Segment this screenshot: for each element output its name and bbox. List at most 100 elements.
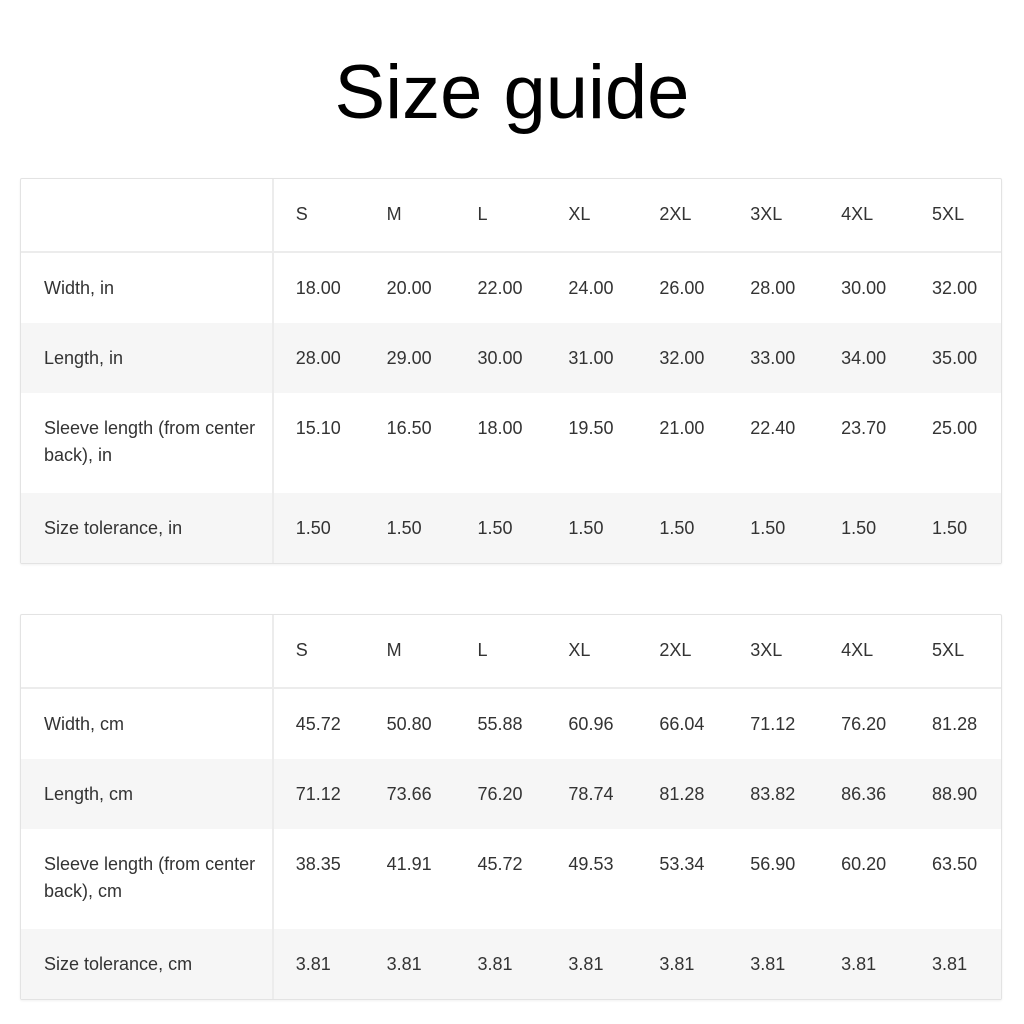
table-cell: 20.00 bbox=[386, 278, 432, 298]
table-cell: 21.00 bbox=[659, 418, 705, 438]
table-row: Size tolerance, in 1.50 1.50 1.50 1.50 1.50 1.… bbox=[21, 493, 1001, 563]
table-cell: 1.50 bbox=[295, 518, 331, 538]
table-cell: 15.10 bbox=[295, 418, 341, 438]
table-cell: 1.50 bbox=[659, 518, 695, 538]
size-header: M bbox=[386, 640, 402, 660]
table-cell: 1.50 bbox=[568, 518, 604, 538]
table-row: Width, in 18.00 20.00 22.00 24.00 26.00 28.00 3… bbox=[21, 253, 1001, 323]
table-row: Sleeve length (from center back), cm 38.3… bbox=[21, 829, 1001, 929]
size-header: 4XL bbox=[841, 204, 874, 224]
table-cell: 53.34 bbox=[659, 854, 705, 874]
table-cell: 49.53 bbox=[568, 854, 614, 874]
size-header: M bbox=[386, 204, 402, 224]
size-header: 5XL bbox=[932, 204, 965, 224]
table-cell: 1.50 bbox=[932, 518, 968, 538]
table-row: Length, cm 71.12 73.66 76.20 78.74 81.28 83.82… bbox=[21, 759, 1001, 829]
table-cell: 34.00 bbox=[841, 348, 887, 368]
size-header: 4XL bbox=[841, 640, 874, 660]
table-cell: 33.00 bbox=[750, 348, 796, 368]
table-cell: 1.50 bbox=[386, 518, 422, 538]
row-label: Size tolerance, in bbox=[21, 493, 274, 563]
size-header: 2XL bbox=[659, 640, 692, 660]
table-cell: 88.90 bbox=[932, 784, 978, 804]
table-cell: 25.00 bbox=[932, 418, 978, 438]
size-header: 3XL bbox=[750, 640, 783, 660]
table-cell: 55.88 bbox=[477, 714, 523, 734]
table-cell: 3.81 bbox=[659, 954, 695, 974]
table-cell: 28.00 bbox=[750, 278, 796, 298]
table-cell: 1.50 bbox=[841, 518, 877, 538]
table-cell: 45.72 bbox=[477, 854, 523, 874]
table-cell: 81.28 bbox=[932, 714, 978, 734]
table-cell: 30.00 bbox=[477, 348, 523, 368]
row-label: Width, cm bbox=[21, 689, 274, 759]
table-row: Size tolerance, cm 3.81 3.81 3.81 3.81 3.81 3.… bbox=[21, 929, 1001, 999]
header-corner-cell bbox=[21, 615, 274, 687]
table-cell: 38.35 bbox=[295, 854, 341, 874]
table-row: Length, in 28.00 29.00 30.00 31.00 32.00 33.00… bbox=[21, 323, 1001, 393]
table-cell: 1.50 bbox=[750, 518, 786, 538]
table-cell: 83.82 bbox=[750, 784, 796, 804]
table-cell: 45.72 bbox=[295, 714, 341, 734]
table-cell: 18.00 bbox=[295, 278, 341, 298]
table-cell: 66.04 bbox=[659, 714, 705, 734]
table-cell: 3.81 bbox=[386, 954, 422, 974]
table-cell: 3.81 bbox=[750, 954, 786, 974]
table-cell: 28.00 bbox=[295, 348, 341, 368]
table-cell: 63.50 bbox=[932, 854, 978, 874]
table-cell: 22.40 bbox=[750, 418, 796, 438]
size-header: 2XL bbox=[659, 204, 692, 224]
size-header: S bbox=[295, 204, 308, 224]
row-label: Sleeve length (from center back), cm bbox=[21, 829, 274, 929]
table-cell: 35.00 bbox=[932, 348, 978, 368]
table-cell: 3.81 bbox=[477, 954, 513, 974]
table-cell: 76.20 bbox=[841, 714, 887, 734]
table-cell: 3.81 bbox=[841, 954, 877, 974]
table-cell: 31.00 bbox=[568, 348, 614, 368]
page-title: Size guide bbox=[334, 50, 690, 135]
table-cell: 16.50 bbox=[386, 418, 432, 438]
row-label: Length, in bbox=[21, 323, 274, 393]
table-cell: 3.81 bbox=[932, 954, 968, 974]
table-cell: 3.81 bbox=[568, 954, 604, 974]
table-cell: 19.50 bbox=[568, 418, 614, 438]
table-cell: 71.12 bbox=[295, 784, 341, 804]
size-header: S bbox=[295, 640, 308, 660]
table-row: Sleeve length (from center back), in 15.1… bbox=[21, 393, 1001, 493]
table-cell: 73.66 bbox=[386, 784, 432, 804]
table-cell: 32.00 bbox=[659, 348, 705, 368]
table-cell: 56.90 bbox=[750, 854, 796, 874]
table-cell: 78.74 bbox=[568, 784, 614, 804]
table-cell: 22.00 bbox=[477, 278, 523, 298]
table-cell: 71.12 bbox=[750, 714, 796, 734]
table-cell: 86.36 bbox=[841, 784, 887, 804]
table-cell: 24.00 bbox=[568, 278, 614, 298]
table-cell: 18.00 bbox=[477, 418, 523, 438]
table-cell: 76.20 bbox=[477, 784, 523, 804]
table-cell: 26.00 bbox=[659, 278, 705, 298]
table-cell: 1.50 bbox=[477, 518, 513, 538]
table-cell: 60.96 bbox=[568, 714, 614, 734]
table-cell: 23.70 bbox=[841, 418, 887, 438]
table-cell: 30.00 bbox=[841, 278, 887, 298]
table-cell: 32.00 bbox=[932, 278, 978, 298]
header-corner-cell bbox=[21, 179, 274, 251]
table-cell: 41.91 bbox=[386, 854, 432, 874]
table-header-row: S M L XL 2XL 3XL 4XL 5XL bbox=[21, 615, 1001, 689]
table-row: Width, cm 45.72 50.80 55.88 60.96 66.04 71.12 7… bbox=[21, 689, 1001, 759]
row-label: Width, in bbox=[21, 253, 274, 323]
size-header: 3XL bbox=[750, 204, 783, 224]
size-header: L bbox=[477, 640, 488, 660]
size-header: L bbox=[477, 204, 488, 224]
row-label: Sleeve length (from center back), in bbox=[21, 393, 274, 493]
row-label: Size tolerance, cm bbox=[21, 929, 274, 999]
size-table-centimeters: S M L XL 2XL 3XL 4XL 5XL Width, cm 45.72 50.80 55.8… bbox=[20, 614, 1002, 1000]
table-cell: 3.81 bbox=[295, 954, 331, 974]
size-table-inches: S M L XL 2XL 3XL 4XL 5XL Width, in 18.00 20.00 22.0… bbox=[20, 178, 1002, 564]
size-header: 5XL bbox=[932, 640, 965, 660]
table-cell: 50.80 bbox=[386, 714, 432, 734]
table-header-row: S M L XL 2XL 3XL 4XL 5XL bbox=[21, 179, 1001, 253]
table-cell: 60.20 bbox=[841, 854, 887, 874]
table-cell: 81.28 bbox=[659, 784, 705, 804]
size-header: XL bbox=[568, 640, 591, 660]
